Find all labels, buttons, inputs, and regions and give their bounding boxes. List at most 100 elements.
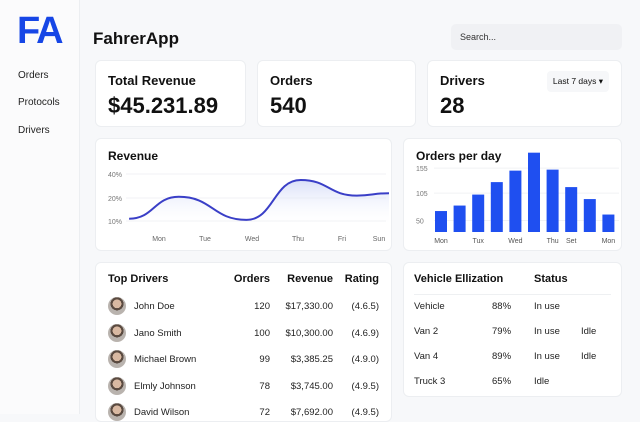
avatar [108,350,126,368]
vehicle-name: Van 2 [414,326,439,337]
driver-name: Jano Smith [134,327,182,339]
driver-revenue: $3,385.25 [290,354,333,365]
stat-value: $45.231.89 [108,93,219,118]
driver-rating: (4.6.5) [351,301,379,312]
driver-revenue: $7,692.00 [290,407,333,418]
stat-card-drivers: Drivers 28 Last 7 days ▾ [427,60,622,127]
stat-value: 28 [440,93,465,118]
x-tick-label: Wed [245,236,259,243]
bar [528,152,540,232]
vehicle-title: Vehicle Ellization [414,273,504,285]
drivers-title: Top Drivers [108,273,169,285]
x-tick-label: Tue [199,236,211,243]
y-tick-label: 105 [416,191,428,198]
app-title: FahrerApp [93,29,179,48]
x-tick-label: Set [566,238,577,245]
vehicle-util: 88% [492,301,512,312]
stat-value: 540 [270,93,307,118]
driver-orders: 120 [254,301,270,312]
driver-orders: 99 [259,354,270,365]
vehicle-name: Van 4 [414,351,439,362]
vehicle-extra-status: Idle [581,326,597,337]
driver-orders: 100 [254,327,270,339]
driver-orders: 72 [259,407,270,418]
avatar [108,323,126,342]
top-drivers-card: Top Drivers Orders Revenue Rating John D… [95,262,392,422]
vehicle-name: Vehicle [414,301,445,312]
y-tick-label: 40% [108,172,122,179]
x-tick-label: Mon [602,238,616,245]
stat-label: Total Revenue [108,73,196,88]
bar [453,205,466,232]
stat-card-orders: Orders 540 [257,60,416,127]
logo: FA [17,10,64,52]
vehicle-status: In use [534,351,560,362]
col-rating: Rating [344,273,379,285]
revenue-chart-card: Revenue 40% 20% 10% Mon Tue Wed Thu Fri Sun [95,138,392,251]
chart-title: Orders per day [416,149,502,163]
vehicle-name: Truck 3 [414,376,446,387]
y-tick-label: 50 [416,219,424,226]
date-range-dropdown[interactable]: Last 7 days ▾ [546,71,609,92]
sidebar-item-drivers[interactable]: Drivers [18,125,50,136]
bar [565,187,578,232]
bar [546,169,559,232]
bar [583,199,596,232]
bar [602,214,615,232]
driver-revenue: $3,745.00 [290,380,333,392]
vehicle-status: In use [534,301,560,312]
driver-name: Michael Brown [134,354,197,365]
sidebar: FA Orders Protocols Drivers [0,0,80,414]
driver-rating: (4.9.5) [351,380,379,392]
driver-revenue: $10,300.00 [285,327,333,339]
col-revenue: Revenue [287,273,333,285]
vehicle-extra-status: Idle [581,351,597,362]
col-orders: Orders [233,273,270,285]
driver-name: David Wilson [134,407,190,418]
y-tick-label: 155 [416,166,428,173]
revenue-line [129,178,390,221]
vehicle-status: In use [534,326,560,337]
vehicle-status: Idle [534,376,550,387]
sidebar-item-orders[interactable]: Orders [18,70,49,81]
x-tick-label: Thu [292,236,304,243]
stat-card-revenue: Total Revenue $45.231.89 [95,60,246,127]
stat-label: Orders [270,73,313,88]
revenue-chart: 40% 20% 10% Mon Tue Wed Thu Fri Sun [108,172,390,243]
orders-chart-card: Orders per day 155 105 50 Mon Tux Wed Thu Set Mo… [403,138,622,251]
driver-revenue: $17,330.00 [285,301,333,312]
bar [472,194,485,232]
y-tick-label: 10% [108,219,122,226]
vehicle-card: Vehicle Ellization Status Vehicle 88% In… [403,262,622,397]
driver-name: Elmly Johnson [134,380,196,392]
vehicle-util: 65% [492,376,512,387]
bar [435,211,447,232]
driver-orders: 78 [259,380,270,392]
avatar [108,297,126,315]
chart-title: Revenue [108,149,159,163]
stat-label: Drivers [440,73,485,88]
x-tick-label: Wed [508,238,522,245]
avatar [108,403,126,421]
bar [490,182,503,232]
driver-rating: (4.9.5) [351,407,379,418]
vehicle-util: 89% [492,351,512,362]
sidebar-item-protocols[interactable]: Protocols [18,97,60,108]
x-tick-label: Sun [373,236,386,243]
x-tick-label: Mon [434,238,448,245]
driver-name: John Doe [134,301,175,312]
x-tick-label: Fri [338,236,347,243]
x-tick-label: Tux [472,238,484,245]
driver-rating: (4.6.9) [351,327,379,339]
revenue-area [129,180,389,227]
orders-chart: 155 105 50 Mon Tux Wed Thu Set Mon [416,152,619,245]
driver-rating: (4.9.0) [351,354,379,365]
y-tick-label: 20% [108,196,122,203]
search-input[interactable]: Search... [451,24,622,50]
bar [509,170,522,232]
x-tick-label: Mon [152,236,166,243]
divider [414,294,611,295]
vehicle-util: 79% [492,326,512,337]
x-tick-label: Thu [547,238,559,245]
col-status: Status [534,273,568,285]
